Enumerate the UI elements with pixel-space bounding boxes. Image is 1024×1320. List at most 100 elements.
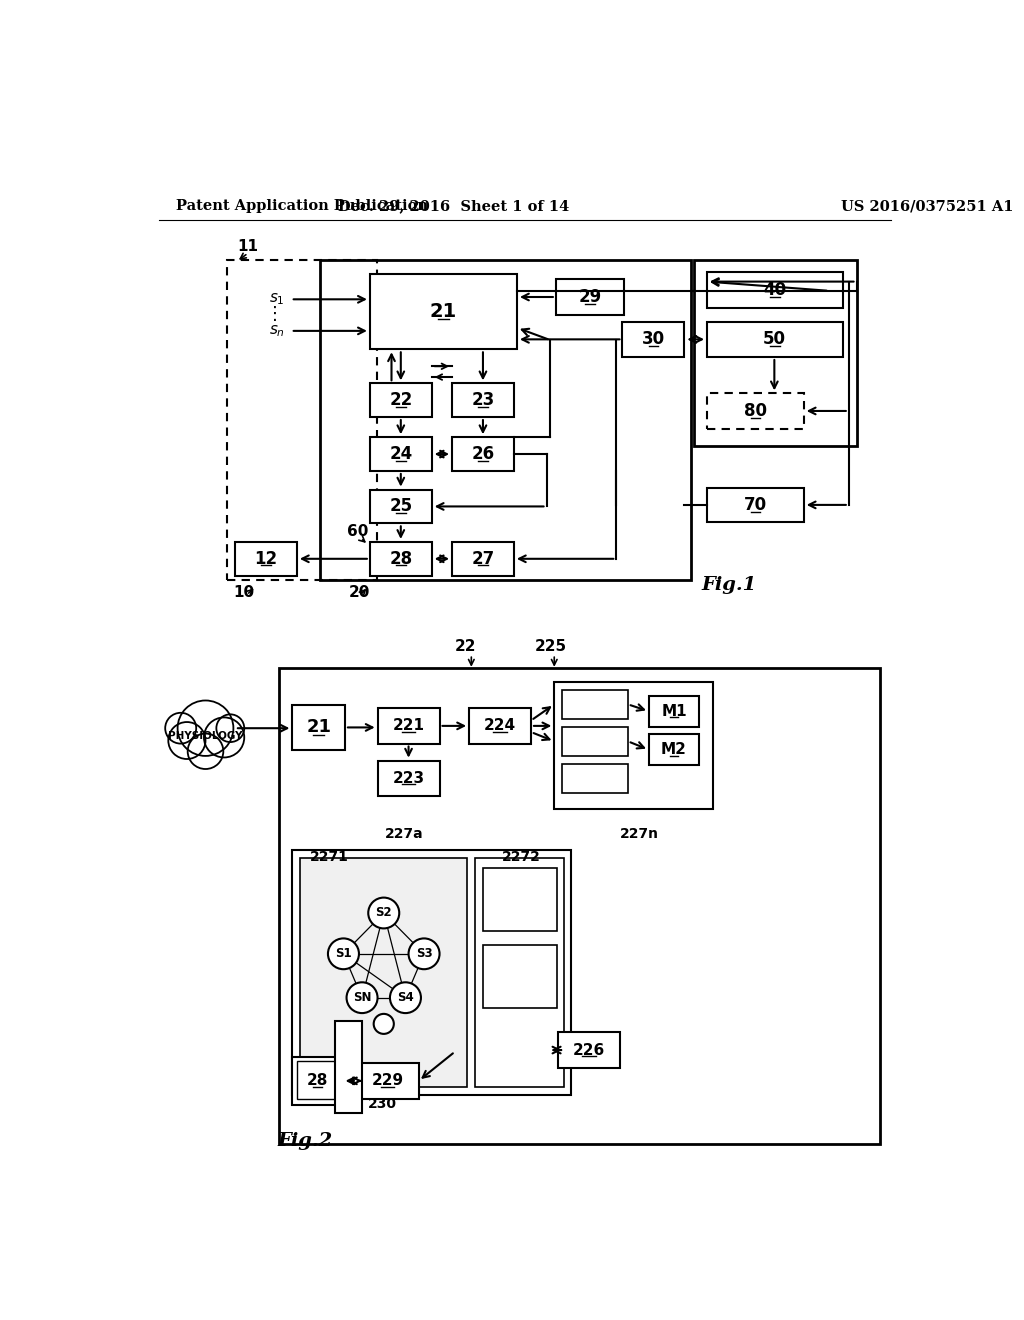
Bar xyxy=(649,696,699,726)
Text: 229: 229 xyxy=(372,1073,403,1089)
Text: PHYSIOLOGY: PHYSIOLOGY xyxy=(168,731,243,741)
Text: 25: 25 xyxy=(389,498,413,515)
Text: 50: 50 xyxy=(763,330,786,348)
Bar xyxy=(623,322,684,358)
Bar xyxy=(554,682,713,809)
Bar xyxy=(556,280,624,314)
Bar xyxy=(227,260,377,579)
Text: 2272: 2272 xyxy=(502,850,541,865)
Circle shape xyxy=(409,939,439,969)
Bar xyxy=(378,760,439,796)
Text: S2: S2 xyxy=(376,907,392,920)
Text: 10: 10 xyxy=(233,585,255,601)
Bar xyxy=(292,850,571,1094)
Bar xyxy=(693,260,856,446)
Circle shape xyxy=(216,714,245,742)
Bar xyxy=(370,490,432,524)
Text: 12: 12 xyxy=(254,550,278,568)
Circle shape xyxy=(168,722,206,759)
Text: 21: 21 xyxy=(430,302,457,321)
Bar xyxy=(370,437,432,471)
Text: M2: M2 xyxy=(662,742,687,758)
Text: $\vdots$: $\vdots$ xyxy=(264,305,276,323)
Text: 230: 230 xyxy=(368,1097,396,1111)
Text: Dec. 29, 2016  Sheet 1 of 14: Dec. 29, 2016 Sheet 1 of 14 xyxy=(338,199,569,213)
Text: 27: 27 xyxy=(471,550,495,568)
Text: 28: 28 xyxy=(307,1073,328,1089)
Text: 60: 60 xyxy=(347,524,369,539)
Bar xyxy=(292,705,345,750)
Circle shape xyxy=(328,939,359,969)
Bar xyxy=(452,437,514,471)
Circle shape xyxy=(369,898,399,928)
Text: 23: 23 xyxy=(471,391,495,409)
Text: 226: 226 xyxy=(573,1043,605,1057)
Text: SN: SN xyxy=(353,991,372,1005)
Text: 227n: 227n xyxy=(620,826,659,841)
Text: 227a: 227a xyxy=(385,826,424,841)
Text: S3: S3 xyxy=(416,948,432,961)
Bar xyxy=(707,488,804,521)
Bar xyxy=(483,945,557,1008)
Bar xyxy=(300,858,467,1088)
Text: 40: 40 xyxy=(763,281,786,300)
Text: M1: M1 xyxy=(662,704,687,719)
Text: 223: 223 xyxy=(392,771,425,785)
Bar xyxy=(707,393,804,429)
Text: 11: 11 xyxy=(238,239,259,253)
Text: Patent Application Publication: Patent Application Publication xyxy=(176,199,428,213)
Bar xyxy=(280,668,880,1144)
Text: S1: S1 xyxy=(335,948,352,961)
Text: $s_n$: $s_n$ xyxy=(269,323,285,339)
Bar xyxy=(562,726,628,756)
Text: Fig.2: Fig.2 xyxy=(278,1131,333,1150)
Text: 70: 70 xyxy=(743,496,767,513)
Bar xyxy=(558,1032,621,1068)
Bar xyxy=(452,383,514,417)
Circle shape xyxy=(177,701,233,756)
Circle shape xyxy=(374,1014,394,1034)
Text: 28: 28 xyxy=(389,550,413,568)
Circle shape xyxy=(390,982,421,1014)
Text: 29: 29 xyxy=(579,288,601,306)
Bar xyxy=(707,322,843,358)
Bar xyxy=(234,541,297,576)
Bar xyxy=(483,869,557,932)
Bar xyxy=(452,541,514,576)
Text: 225: 225 xyxy=(535,639,566,655)
Bar xyxy=(649,734,699,766)
Text: 30: 30 xyxy=(642,330,665,348)
Bar xyxy=(356,1063,419,1098)
Bar xyxy=(335,1020,362,1113)
Text: 20: 20 xyxy=(348,585,370,601)
Text: 22: 22 xyxy=(389,391,413,409)
Bar xyxy=(321,260,690,579)
Bar xyxy=(562,763,628,793)
Circle shape xyxy=(165,713,197,743)
Bar xyxy=(562,689,628,719)
Bar xyxy=(707,272,843,308)
Bar xyxy=(469,709,531,743)
Text: 80: 80 xyxy=(743,403,767,420)
Text: 2271: 2271 xyxy=(310,850,349,865)
Circle shape xyxy=(187,734,223,770)
Text: 22: 22 xyxy=(455,639,476,655)
Bar xyxy=(370,383,432,417)
Text: US 2016/0375251 A1: US 2016/0375251 A1 xyxy=(841,199,1014,213)
Text: 221: 221 xyxy=(392,718,425,734)
Text: 224: 224 xyxy=(484,718,516,734)
Text: 24: 24 xyxy=(389,445,413,463)
Bar xyxy=(475,858,564,1088)
Text: S4: S4 xyxy=(397,991,414,1005)
Bar xyxy=(378,709,439,743)
Bar xyxy=(297,1061,338,1100)
Circle shape xyxy=(204,718,245,758)
Text: 26: 26 xyxy=(471,445,495,463)
Bar xyxy=(370,275,517,350)
Bar xyxy=(292,1057,343,1105)
Text: $s_1$: $s_1$ xyxy=(269,292,285,308)
Text: Fig.1: Fig.1 xyxy=(701,576,757,594)
Bar xyxy=(370,541,432,576)
Text: 21: 21 xyxy=(306,718,331,737)
Circle shape xyxy=(346,982,378,1014)
